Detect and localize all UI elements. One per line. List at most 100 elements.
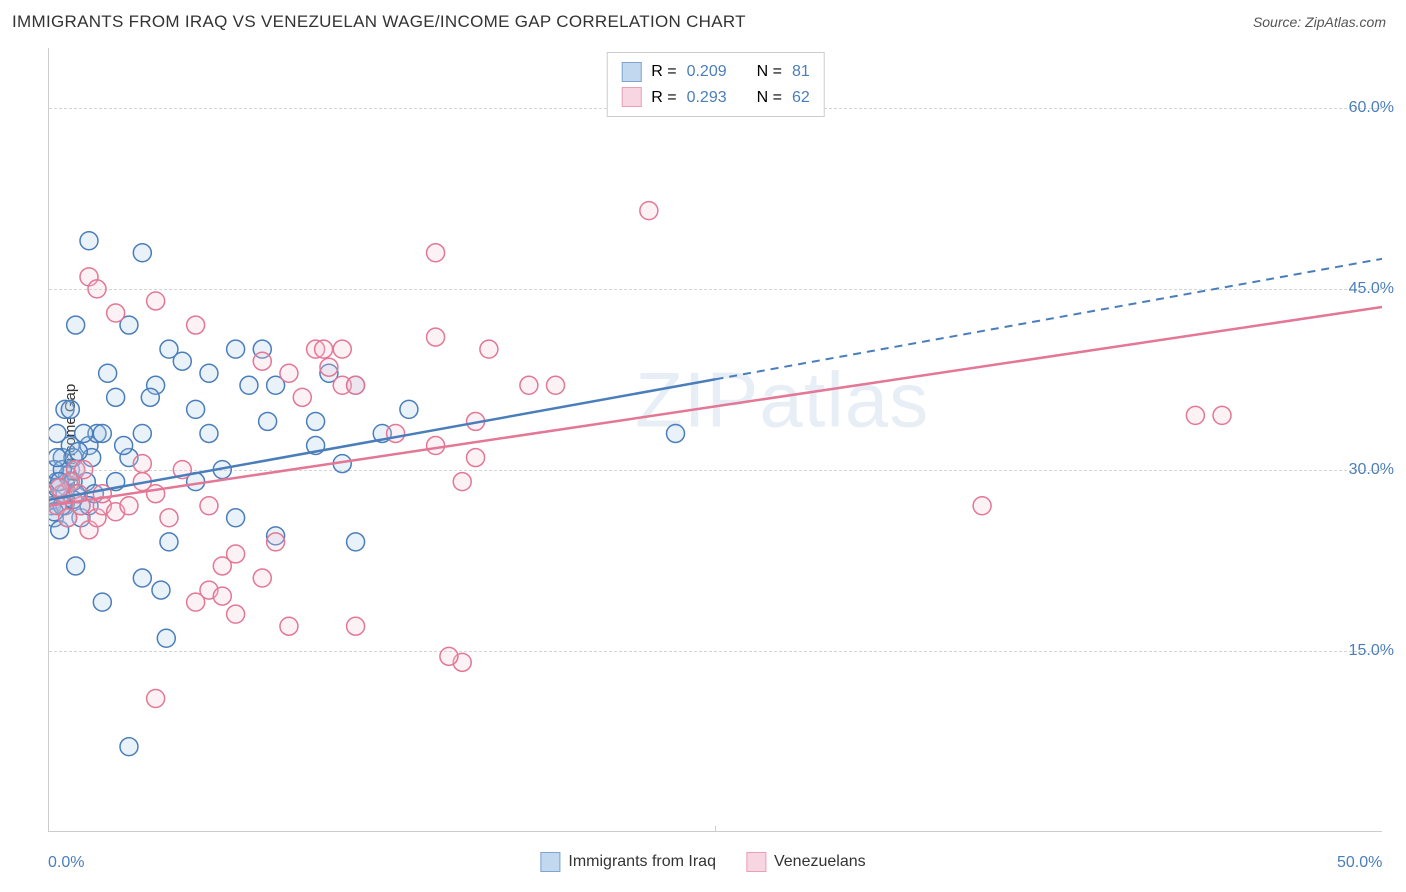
legend-swatch [621,87,641,107]
scatter-point [115,437,133,455]
scatter-point [67,316,85,334]
scatter-point [88,280,106,298]
correlation-legend: R = 0.209 N = 81 R = 0.293 N = 62 [606,52,825,117]
scatter-point [427,437,445,455]
scatter-point [667,424,685,442]
scatter-plot-svg [49,48,1382,831]
scatter-point [187,316,205,334]
scatter-point [387,424,405,442]
scatter-point [640,202,658,220]
stat-n-value: 81 [792,59,810,85]
scatter-point [347,533,365,551]
scatter-point [133,569,151,587]
trend-line [49,307,1382,506]
scatter-point [973,497,991,515]
scatter-point [333,340,351,358]
legend-series-item: Venezuelans [746,852,866,872]
scatter-point [240,376,258,394]
scatter-point [280,364,298,382]
scatter-point [187,400,205,418]
scatter-point [547,376,565,394]
chart-title: IMMIGRANTS FROM IRAQ VS VENEZUELAN WAGE/… [12,12,746,32]
x-tick-label: 50.0% [1337,854,1382,872]
scatter-point [173,352,191,370]
legend-series-label: Immigrants from Iraq [568,853,716,871]
legend-series-label: Venezuelans [774,853,866,871]
scatter-point [280,617,298,635]
scatter-point [427,244,445,262]
scatter-point [259,412,277,430]
stat-n-label: N = [757,85,782,111]
scatter-point [347,376,365,394]
scatter-point [267,533,285,551]
stat-r-value: 0.293 [687,85,727,111]
scatter-point [200,364,218,382]
legend-stat-row: R = 0.209 N = 81 [621,59,810,85]
scatter-point [80,232,98,250]
source-attribution: Source: ZipAtlas.com [1253,14,1386,30]
scatter-point [427,328,445,346]
legend-swatch [540,852,560,872]
stat-n-label: N = [757,59,782,85]
scatter-point [51,479,69,497]
stat-r-label: R = [651,59,676,85]
scatter-point [141,388,159,406]
scatter-point [75,424,93,442]
stat-n-value: 62 [792,85,810,111]
scatter-point [160,509,178,527]
series-legend: Immigrants from Iraq Venezuelans [540,852,865,872]
legend-swatch [746,852,766,872]
scatter-point [480,340,498,358]
scatter-point [160,533,178,551]
scatter-point [253,569,271,587]
scatter-point [107,388,125,406]
scatter-point [133,424,151,442]
scatter-point [253,352,271,370]
scatter-point [152,581,170,599]
scatter-point [227,509,245,527]
scatter-point [133,455,151,473]
scatter-point [293,388,311,406]
scatter-point [75,461,93,479]
stat-r-value: 0.209 [687,59,727,85]
scatter-point [120,738,138,756]
scatter-point [227,605,245,623]
legend-swatch [621,62,641,82]
scatter-point [61,400,79,418]
scatter-point [320,358,338,376]
scatter-point [347,617,365,635]
legend-stat-row: R = 0.293 N = 62 [621,85,810,111]
scatter-point [107,304,125,322]
scatter-point [307,412,325,430]
scatter-point [99,364,117,382]
scatter-point [69,443,87,461]
scatter-point [1186,406,1204,424]
scatter-point [227,340,245,358]
scatter-point [400,400,418,418]
scatter-point [157,629,175,647]
scatter-point [120,497,138,515]
scatter-point [93,593,111,611]
legend-series-item: Immigrants from Iraq [540,852,716,872]
trend-line-extrapolated [716,259,1383,379]
scatter-point [1213,406,1231,424]
scatter-point [453,473,471,491]
scatter-point [520,376,538,394]
scatter-point [49,449,66,467]
scatter-point [227,545,245,563]
scatter-point [440,647,458,665]
scatter-point [147,485,165,503]
scatter-point [147,292,165,310]
scatter-point [200,497,218,515]
scatter-point [133,244,151,262]
scatter-point [67,557,85,575]
scatter-point [315,340,333,358]
scatter-point [467,449,485,467]
scatter-point [213,587,231,605]
scatter-point [200,424,218,442]
scatter-point [147,690,165,708]
x-tick-label: 0.0% [48,854,84,872]
chart-plot-area: ZIPatlas R =0.209N =81R =0.293N =62 [48,48,1382,832]
stat-r-label: R = [651,85,676,111]
scatter-point [93,424,111,442]
